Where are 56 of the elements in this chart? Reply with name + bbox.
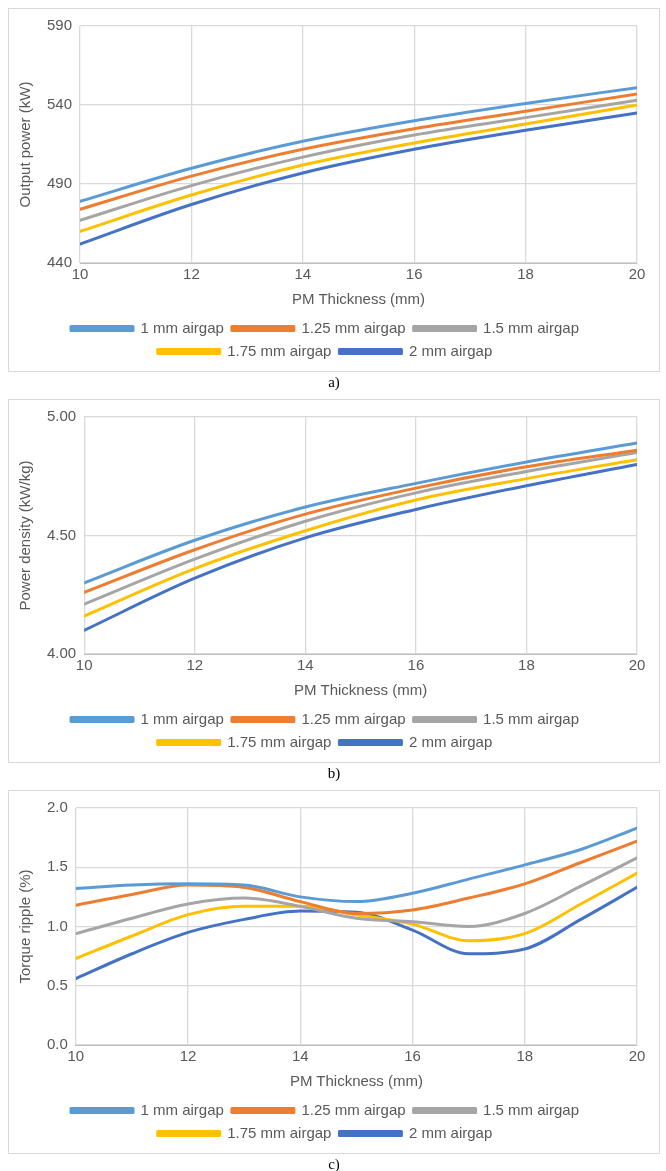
x-tick-label: 10 (75, 656, 93, 674)
text: b) (326, 765, 342, 782)
legend-label: 1.25 mm airgap (301, 318, 406, 336)
legend-label: 1.5 mm airgap (483, 709, 579, 727)
y-tick-label: 2.0 (46, 798, 68, 816)
x-tick-label: 12 (186, 656, 204, 674)
x-tick-label: 10 (71, 265, 89, 283)
y-tick-label: 440 (47, 253, 73, 271)
y-tick-label: 4.00 (46, 644, 77, 662)
x-tick-label: 16 (405, 265, 423, 283)
line-series (75, 826, 637, 904)
text: a) (327, 374, 341, 391)
legend-label: 1.75 mm airgap (227, 1123, 332, 1141)
x-tick-label: 12 (183, 265, 200, 283)
legend-label: 1 mm airgap (140, 1100, 224, 1118)
legend-label: 1.5 mm airgap (483, 318, 579, 336)
y-axis-title: Power density (kW/kg) (16, 460, 34, 611)
line-series (75, 839, 637, 915)
x-tick-label: 14 (296, 656, 314, 674)
legend-label: 1.75 mm airgap (227, 341, 332, 359)
legend-label: 1.25 mm airgap (301, 1100, 406, 1118)
x-tick-label: 14 (291, 1047, 309, 1065)
y-tick-label: 490 (47, 174, 73, 192)
x-tick-label: 16 (407, 656, 425, 674)
legend-label: 2 mm airgap (408, 1123, 493, 1141)
x-tick-label: 14 (294, 265, 312, 283)
x-tick-label: 20 (628, 265, 646, 283)
x-tick-label: 16 (404, 1047, 421, 1065)
x-axis-title: PM Thickness (mm) (294, 681, 428, 699)
x-axis-title: PM Thickness (mm) (289, 1072, 423, 1090)
y-tick-label: 1.0 (46, 916, 68, 934)
x-tick-label: 18 (516, 1047, 534, 1065)
y-tick-label: 0.5 (46, 975, 68, 993)
y-axis-title: Output power (kW) (16, 81, 34, 208)
legend-label: 1 mm airgap (140, 318, 224, 336)
x-tick-label: 18 (517, 265, 534, 283)
y-tick-label: 590 (47, 16, 73, 34)
y-tick-label: 1.5 (46, 857, 68, 875)
x-tick-label: 10 (67, 1047, 85, 1065)
y-tick-label: 0.0 (46, 1035, 68, 1053)
y-tick-label: 5.00 (46, 407, 77, 425)
legend-label: 1.5 mm airgap (483, 1100, 579, 1118)
x-tick-label: 20 (628, 1047, 646, 1065)
x-axis-title: PM Thickness (mm) (291, 290, 426, 308)
x-tick-label: 20 (628, 656, 646, 674)
x-tick-label: 18 (518, 656, 535, 674)
line-series (75, 856, 637, 936)
y-tick-label: 4.50 (46, 525, 77, 543)
y-axis-title: Torque ripple (%) (16, 869, 34, 984)
legend-label: 1 mm airgap (140, 709, 224, 727)
legend-label: 1.75 mm airgap (227, 732, 332, 750)
legend-label: 2 mm airgap (408, 732, 493, 750)
legend-label: 2 mm airgap (408, 341, 493, 359)
x-tick-label: 12 (179, 1047, 197, 1065)
legend-label: 1.25 mm airgap (301, 709, 406, 727)
y-tick-label: 540 (47, 95, 73, 113)
